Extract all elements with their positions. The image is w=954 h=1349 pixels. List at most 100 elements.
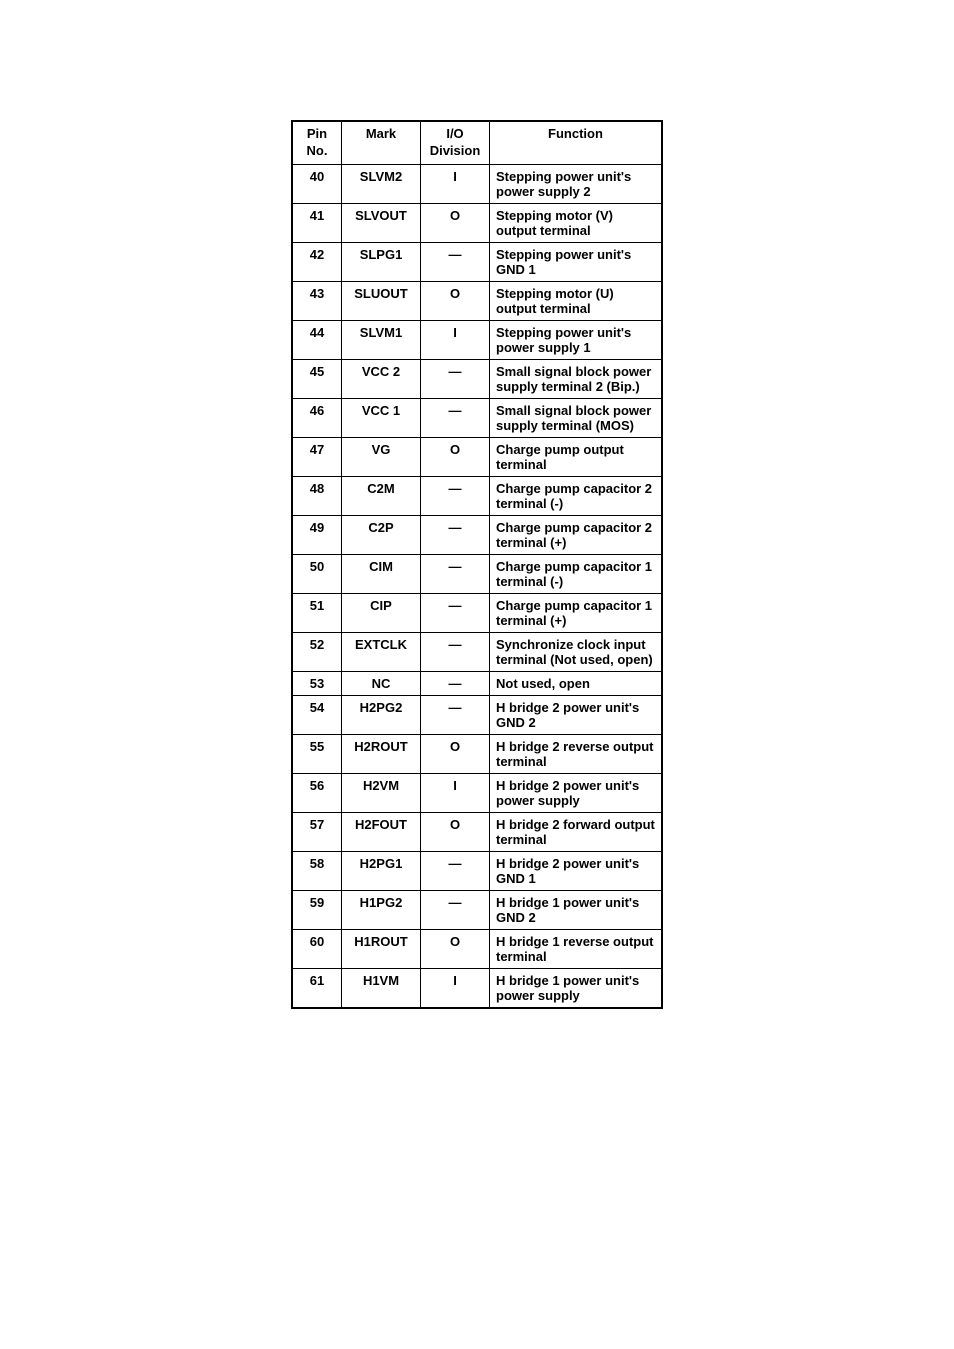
cell-function: Small signal block power supply terminal…: [490, 398, 663, 437]
header-io: I/O Division: [421, 121, 490, 164]
cell-mark: H2PG2: [342, 695, 421, 734]
cell-pin: 52: [292, 632, 342, 671]
header-mark: Mark: [342, 121, 421, 164]
cell-io: I: [421, 164, 490, 203]
cell-mark: H2VM: [342, 773, 421, 812]
table-row: 42SLPG1—Stepping power unit's GND 1: [292, 242, 662, 281]
cell-mark: H2FOUT: [342, 812, 421, 851]
cell-io: I: [421, 773, 490, 812]
cell-io: —: [421, 359, 490, 398]
cell-function: H bridge 1 power unit's power supply: [490, 968, 663, 1008]
cell-pin: 50: [292, 554, 342, 593]
cell-function: Stepping motor (U) output terminal: [490, 281, 663, 320]
cell-io: —: [421, 671, 490, 695]
header-row: Pin No. Mark I/O Division Function: [292, 121, 662, 164]
table-row: 51CIP—Charge pump capacitor 1 terminal (…: [292, 593, 662, 632]
cell-function: Not used, open: [490, 671, 663, 695]
cell-pin: 51: [292, 593, 342, 632]
cell-function: Stepping power unit's power supply 2: [490, 164, 663, 203]
cell-mark: SLVM2: [342, 164, 421, 203]
cell-pin: 46: [292, 398, 342, 437]
cell-io: O: [421, 734, 490, 773]
cell-function: Stepping power unit's GND 1: [490, 242, 663, 281]
cell-mark: EXTCLK: [342, 632, 421, 671]
table-row: 48C2M—Charge pump capacitor 2 terminal (…: [292, 476, 662, 515]
table-header: Pin No. Mark I/O Division Function: [292, 121, 662, 164]
cell-io: O: [421, 929, 490, 968]
cell-io: —: [421, 242, 490, 281]
table-row: 58H2PG1—H bridge 2 power unit's GND 1: [292, 851, 662, 890]
cell-io: —: [421, 851, 490, 890]
table-row: 47VGOCharge pump output terminal: [292, 437, 662, 476]
table-row: 61H1VMIH bridge 1 power unit's power sup…: [292, 968, 662, 1008]
cell-function: Small signal block power supply terminal…: [490, 359, 663, 398]
cell-pin: 45: [292, 359, 342, 398]
cell-function: H bridge 2 forward output terminal: [490, 812, 663, 851]
table-row: 49C2P—Charge pump capacitor 2 terminal (…: [292, 515, 662, 554]
page-container: Pin No. Mark I/O Division Function 40SLV…: [0, 0, 954, 1009]
cell-function: H bridge 2 power unit's GND 2: [490, 695, 663, 734]
cell-io: O: [421, 203, 490, 242]
cell-function: Charge pump output terminal: [490, 437, 663, 476]
table-row: 54H2PG2—H bridge 2 power unit's GND 2: [292, 695, 662, 734]
table-row: 43SLUOUTOStepping motor (U) output termi…: [292, 281, 662, 320]
cell-mark: VCC 1: [342, 398, 421, 437]
cell-pin: 49: [292, 515, 342, 554]
header-function: Function: [490, 121, 663, 164]
cell-pin: 56: [292, 773, 342, 812]
cell-function: H bridge 1 power unit's GND 2: [490, 890, 663, 929]
cell-mark: NC: [342, 671, 421, 695]
cell-io: —: [421, 398, 490, 437]
cell-function: H bridge 2 power unit's GND 1: [490, 851, 663, 890]
cell-pin: 53: [292, 671, 342, 695]
cell-io: O: [421, 812, 490, 851]
table-row: 50CIM—Charge pump capacitor 1 terminal (…: [292, 554, 662, 593]
cell-pin: 59: [292, 890, 342, 929]
table-row: 60H1ROUTOH bridge 1 reverse output termi…: [292, 929, 662, 968]
cell-mark: SLUOUT: [342, 281, 421, 320]
cell-io: O: [421, 281, 490, 320]
cell-pin: 61: [292, 968, 342, 1008]
cell-mark: C2M: [342, 476, 421, 515]
table-row: 45VCC 2—Small signal block power supply …: [292, 359, 662, 398]
cell-mark: CIM: [342, 554, 421, 593]
cell-mark: CIP: [342, 593, 421, 632]
table-row: 55H2ROUTOH bridge 2 reverse output termi…: [292, 734, 662, 773]
cell-io: —: [421, 890, 490, 929]
cell-pin: 41: [292, 203, 342, 242]
cell-mark: VCC 2: [342, 359, 421, 398]
table-row: 56H2VMIH bridge 2 power unit's power sup…: [292, 773, 662, 812]
cell-function: Charge pump capacitor 1 terminal (+): [490, 593, 663, 632]
cell-io: —: [421, 554, 490, 593]
cell-mark: VG: [342, 437, 421, 476]
cell-pin: 48: [292, 476, 342, 515]
pin-table: Pin No. Mark I/O Division Function 40SLV…: [291, 120, 663, 1009]
cell-function: Charge pump capacitor 2 terminal (+): [490, 515, 663, 554]
cell-function: Charge pump capacitor 2 terminal (-): [490, 476, 663, 515]
table-row: 46VCC 1—Small signal block power supply …: [292, 398, 662, 437]
table-row: 59H1PG2—H bridge 1 power unit's GND 2: [292, 890, 662, 929]
cell-function: Stepping motor (V) output terminal: [490, 203, 663, 242]
cell-mark: SLPG1: [342, 242, 421, 281]
cell-function: Synchronize clock input terminal (Not us…: [490, 632, 663, 671]
cell-mark: C2P: [342, 515, 421, 554]
table-body: 40SLVM2IStepping power unit's power supp…: [292, 164, 662, 1008]
cell-io: —: [421, 593, 490, 632]
cell-function: H bridge 1 reverse output terminal: [490, 929, 663, 968]
cell-io: O: [421, 437, 490, 476]
header-pin: Pin No.: [292, 121, 342, 164]
cell-mark: H1VM: [342, 968, 421, 1008]
cell-io: I: [421, 320, 490, 359]
cell-pin: 58: [292, 851, 342, 890]
cell-mark: H2ROUT: [342, 734, 421, 773]
cell-pin: 55: [292, 734, 342, 773]
cell-mark: H2PG1: [342, 851, 421, 890]
cell-function: Stepping power unit's power supply 1: [490, 320, 663, 359]
cell-pin: 54: [292, 695, 342, 734]
cell-io: —: [421, 476, 490, 515]
cell-mark: SLVOUT: [342, 203, 421, 242]
cell-mark: H1PG2: [342, 890, 421, 929]
table-row: 40SLVM2IStepping power unit's power supp…: [292, 164, 662, 203]
cell-mark: SLVM1: [342, 320, 421, 359]
cell-function: H bridge 2 power unit's power supply: [490, 773, 663, 812]
